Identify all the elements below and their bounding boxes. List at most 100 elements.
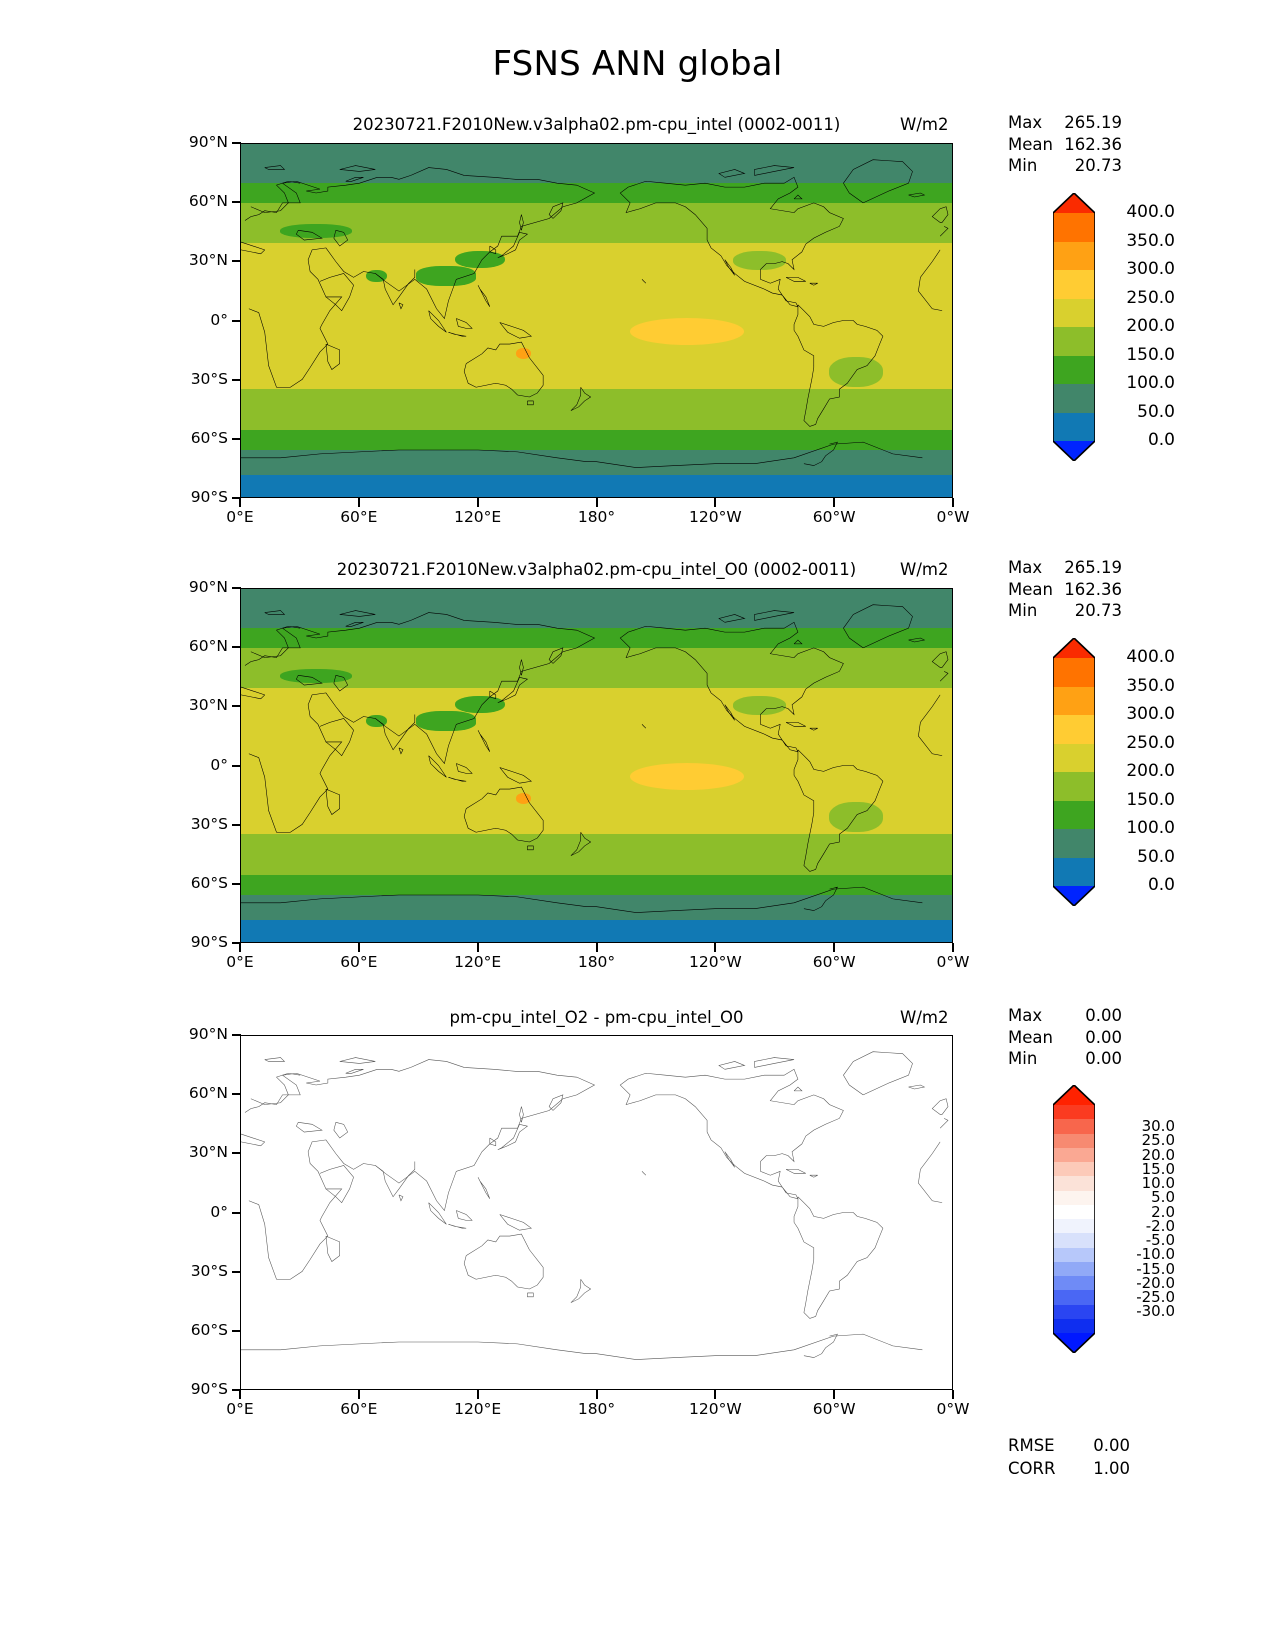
y-tick-mark	[232, 705, 241, 708]
colorbar-reference[interactable]	[1053, 638, 1095, 906]
colorbar-tick-label: 50.0	[1137, 401, 1175, 422]
x-tick-label: 0°W	[936, 508, 970, 526]
map-panel-test[interactable]	[240, 143, 953, 498]
colorbar-tick-label: 10.0	[1141, 1174, 1175, 1193]
x-tick-mark	[833, 498, 836, 507]
y-tick-mark	[232, 1329, 241, 1332]
colorbar-segment	[1053, 1119, 1095, 1135]
colorbar-tick-label: 150.0	[1126, 789, 1175, 810]
contour-fill	[241, 589, 952, 942]
panel-reference-stats: Max 265.19 Mean 162.36 Min 20.73	[1008, 557, 1122, 622]
x-tick-label: 180°	[577, 508, 616, 526]
x-tick-mark	[476, 498, 479, 507]
colorbar-segment	[1053, 743, 1095, 773]
colorbar-segment	[1053, 1233, 1095, 1249]
mean-label: Mean	[1008, 134, 1053, 154]
rmse-label: RMSE	[1008, 1436, 1055, 1455]
y-tick-mark	[232, 823, 241, 826]
colorbar-segment	[1053, 1162, 1095, 1177]
map-panel-reference[interactable]	[240, 588, 953, 943]
colorbar-tick-label: 0.0	[1147, 875, 1175, 896]
colorbar-segment	[1053, 1318, 1095, 1334]
colorbar-test[interactable]	[1053, 193, 1095, 461]
colorbar-segment	[1053, 1219, 1095, 1234]
colorbar-segment	[1053, 800, 1095, 830]
y-tick-label: 90°S	[190, 488, 228, 506]
x-tick-label: 0°E	[226, 1400, 254, 1418]
x-tick-label: 60°W	[812, 953, 856, 971]
rmse-value: 0.00	[1093, 1436, 1130, 1455]
colorbar-segment	[1053, 412, 1095, 442]
colorbar-tick-label: 150.0	[1126, 344, 1175, 365]
x-tick-mark	[239, 498, 241, 507]
colorbar-tick-label: 300.0	[1126, 259, 1175, 280]
y-tick-mark	[232, 378, 241, 381]
colorbar-outline	[1053, 638, 1095, 906]
figure-title: FSNS ANN global	[492, 44, 783, 84]
x-tick-mark	[595, 1390, 598, 1399]
x-tick-mark	[239, 1390, 241, 1399]
y-tick-mark	[232, 260, 241, 263]
x-tick-label: 120°E	[454, 953, 502, 971]
y-tick-mark	[232, 1093, 241, 1096]
colorbar-tick-label: 5.0	[1151, 1188, 1175, 1207]
y-tick-label: 0°	[210, 755, 228, 774]
colorbar-tick-label: 100.0	[1126, 818, 1175, 839]
colorbar-tick-label: -30.0	[1136, 1302, 1175, 1321]
colorbar-segment	[1053, 857, 1095, 887]
corr-value: 1.00	[1093, 1459, 1130, 1478]
y-tick-label: 0°	[210, 310, 228, 329]
colorbar-tick-label: 20.0	[1141, 1145, 1175, 1164]
y-tick-mark	[232, 142, 241, 144]
colorbar-segment	[1053, 829, 1095, 859]
x-tick-label: 0°W	[936, 953, 970, 971]
colorbar-segment	[1053, 298, 1095, 328]
y-tick-mark	[232, 319, 241, 322]
y-tick-label: 60°N	[188, 1084, 228, 1103]
panel-test-units: W/m2	[900, 115, 949, 134]
x-tick-label: 60°E	[340, 953, 378, 971]
colorbar-tick-label: 50.0	[1137, 846, 1175, 867]
contour-fill	[241, 144, 952, 497]
x-tick-label: 120°W	[688, 1400, 742, 1418]
min-value: 20.73	[1074, 601, 1122, 620]
colorbar-segment	[1053, 327, 1095, 357]
x-tick-mark	[357, 498, 360, 507]
y-tick-label: 90°S	[190, 933, 228, 951]
y-tick-label: 60°S	[190, 1320, 228, 1339]
x-tick-mark	[833, 1390, 836, 1399]
colorbar-outline	[1053, 193, 1095, 461]
x-tick-label: 180°	[577, 1400, 616, 1418]
colorbar-tick-label: -15.0	[1136, 1259, 1175, 1278]
y-tick-label: 30°N	[188, 251, 228, 270]
diff-footer-stats: RMSE 0.00 CORR 1.00	[1008, 1434, 1130, 1480]
y-tick-label: 60°N	[188, 192, 228, 211]
max-value: 265.19	[1064, 113, 1122, 132]
colorbar-tick-label: 25.0	[1141, 1131, 1175, 1150]
panel-difference-stats: Max 0.00 Mean 0.00 Min 0.00	[1008, 1005, 1122, 1070]
y-tick-mark	[232, 764, 241, 767]
y-tick-label: 30°N	[188, 1143, 228, 1162]
x-tick-label: 120°W	[688, 508, 742, 526]
y-tick-label: 90°N	[188, 1025, 228, 1043]
x-tick-label: 0°E	[226, 508, 254, 526]
panel-test-title: 20230721.F2010New.v3alpha02.pm-cpu_intel…	[352, 115, 841, 134]
colorbar-segment	[1053, 1204, 1095, 1220]
colorbar-tick-label: -25.0	[1136, 1288, 1175, 1307]
y-tick-mark	[232, 497, 241, 499]
y-tick-label: 30°N	[188, 696, 228, 715]
corr-label: CORR	[1008, 1459, 1056, 1478]
min-label: Min	[1008, 156, 1038, 175]
x-tick-label: 60°W	[812, 508, 856, 526]
y-tick-label: 60°S	[190, 428, 228, 447]
colorbar-tick-label: 100.0	[1126, 373, 1175, 394]
coastline-overlay	[241, 589, 952, 942]
colorbar-segment	[1053, 270, 1095, 300]
map-panel-difference[interactable]	[240, 1035, 953, 1390]
colorbar-tick-label: 350.0	[1126, 675, 1175, 696]
panel-reference-title: 20230721.F2010New.v3alpha02.pm-cpu_intel…	[336, 560, 857, 579]
colorbar-tick-label: -5.0	[1145, 1231, 1175, 1250]
y-tick-mark	[232, 882, 241, 885]
colorbar-difference[interactable]	[1053, 1085, 1095, 1353]
mean-value: 0.00	[1085, 1027, 1122, 1047]
